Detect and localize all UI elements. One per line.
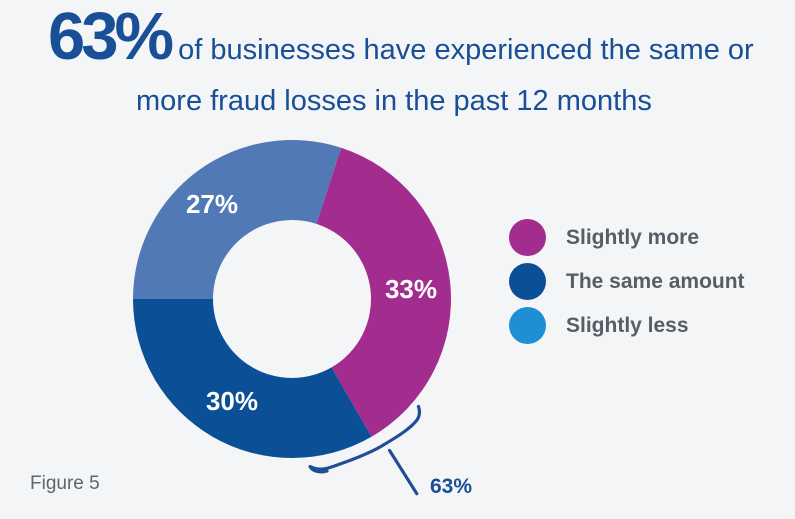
svg-text:33%: 33% xyxy=(385,274,437,304)
svg-text:27%: 27% xyxy=(186,189,238,219)
svg-text:30%: 30% xyxy=(206,386,258,416)
